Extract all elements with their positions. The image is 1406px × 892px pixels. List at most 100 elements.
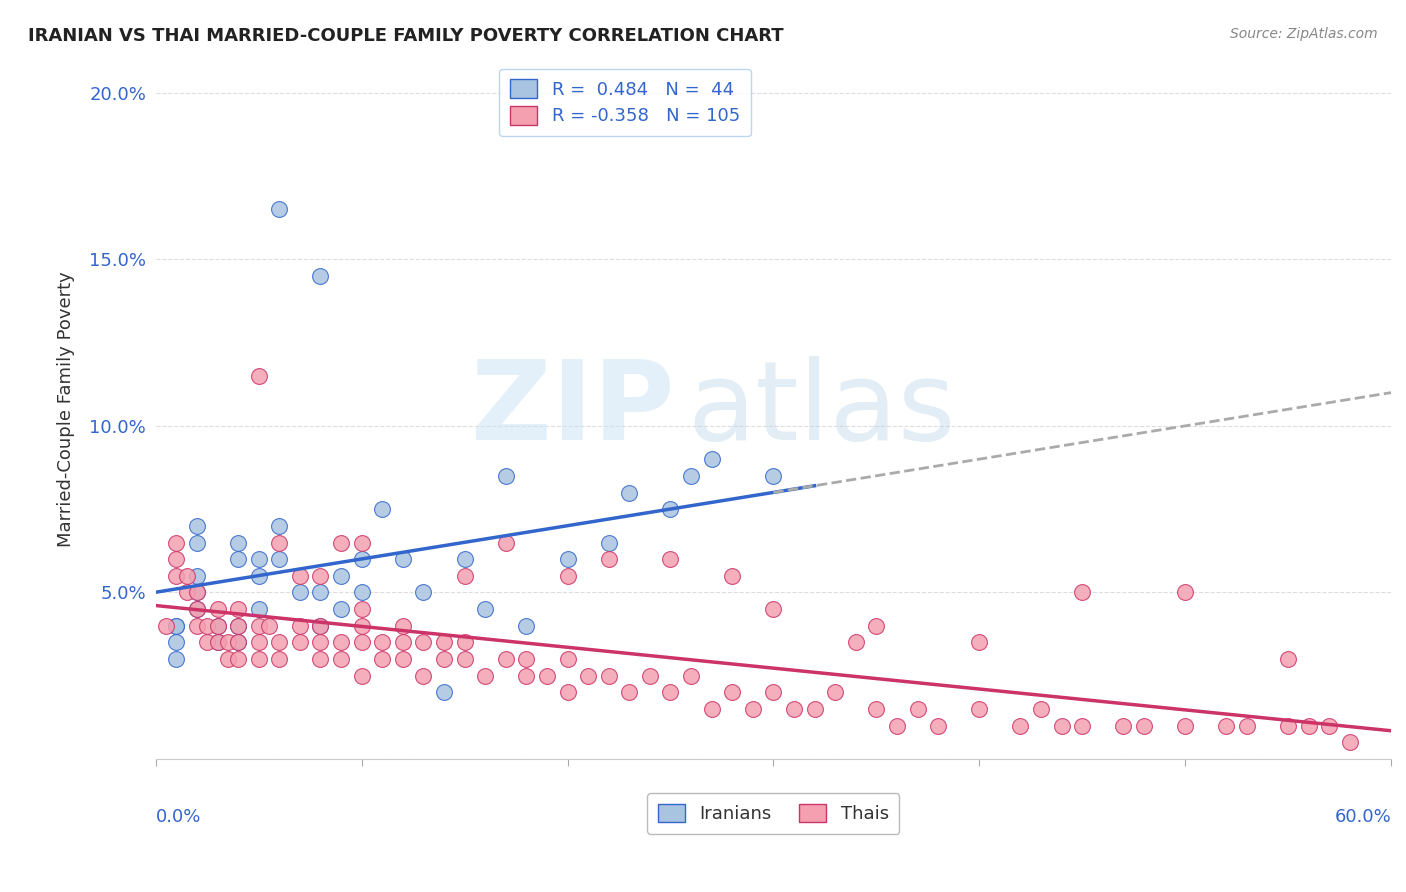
Point	[557, 685, 579, 699]
Point	[186, 619, 208, 633]
Point	[392, 652, 415, 666]
Point	[350, 602, 373, 616]
Point	[226, 652, 249, 666]
Point	[886, 719, 908, 733]
Point	[309, 635, 332, 649]
Point	[309, 269, 332, 284]
Point	[1029, 702, 1052, 716]
Point	[1215, 719, 1237, 733]
Text: Source: ZipAtlas.com: Source: ZipAtlas.com	[1230, 27, 1378, 41]
Point	[700, 702, 723, 716]
Point	[176, 569, 198, 583]
Point	[515, 669, 537, 683]
Point	[495, 535, 517, 549]
Point	[865, 702, 887, 716]
Point	[207, 635, 229, 649]
Point	[967, 702, 990, 716]
Point	[392, 635, 415, 649]
Point	[288, 619, 311, 633]
Point	[433, 635, 456, 649]
Point	[176, 585, 198, 599]
Point	[350, 669, 373, 683]
Point	[247, 619, 270, 633]
Point	[247, 602, 270, 616]
Y-axis label: Married-Couple Family Poverty: Married-Couple Family Poverty	[58, 271, 75, 547]
Point	[186, 602, 208, 616]
Point	[638, 669, 661, 683]
Point	[371, 652, 394, 666]
Point	[700, 452, 723, 467]
Point	[433, 652, 456, 666]
Point	[226, 552, 249, 566]
Point	[309, 585, 332, 599]
Point	[1050, 719, 1073, 733]
Point	[226, 602, 249, 616]
Point	[330, 652, 353, 666]
Point	[557, 552, 579, 566]
Point	[721, 685, 744, 699]
Point	[186, 585, 208, 599]
Point	[1277, 652, 1299, 666]
Point	[288, 635, 311, 649]
Point	[659, 552, 682, 566]
Point	[576, 669, 599, 683]
Point	[257, 619, 280, 633]
Point	[226, 635, 249, 649]
Point	[1112, 719, 1135, 733]
Point	[350, 635, 373, 649]
Point	[453, 569, 475, 583]
Point	[803, 702, 825, 716]
Point	[186, 602, 208, 616]
Point	[269, 519, 291, 533]
Point	[309, 619, 332, 633]
Point	[195, 635, 218, 649]
Point	[1277, 719, 1299, 733]
Point	[288, 569, 311, 583]
Point	[515, 619, 537, 633]
Point	[412, 669, 434, 683]
Point	[269, 552, 291, 566]
Point	[247, 652, 270, 666]
Point	[762, 685, 785, 699]
Point	[1174, 719, 1197, 733]
Point	[186, 569, 208, 583]
Point	[392, 552, 415, 566]
Point	[845, 635, 868, 649]
Point	[217, 652, 239, 666]
Point	[269, 535, 291, 549]
Point	[226, 635, 249, 649]
Point	[598, 552, 620, 566]
Point	[207, 619, 229, 633]
Text: atlas: atlas	[688, 356, 956, 463]
Point	[536, 669, 558, 683]
Point	[207, 619, 229, 633]
Text: 0.0%: 0.0%	[156, 808, 201, 826]
Text: 60.0%: 60.0%	[1334, 808, 1391, 826]
Point	[453, 652, 475, 666]
Point	[412, 585, 434, 599]
Point	[762, 469, 785, 483]
Point	[598, 535, 620, 549]
Point	[165, 652, 187, 666]
Point	[679, 469, 702, 483]
Point	[619, 685, 641, 699]
Point	[165, 535, 187, 549]
Point	[762, 602, 785, 616]
Point	[679, 669, 702, 683]
Point	[515, 652, 537, 666]
Point	[1071, 585, 1094, 599]
Point	[453, 635, 475, 649]
Point	[165, 635, 187, 649]
Point	[1010, 719, 1032, 733]
Point	[865, 619, 887, 633]
Point	[659, 502, 682, 516]
Point	[1298, 719, 1320, 733]
Point	[309, 619, 332, 633]
Point	[269, 635, 291, 649]
Point	[495, 652, 517, 666]
Point	[824, 685, 846, 699]
Point	[1133, 719, 1156, 733]
Point	[186, 519, 208, 533]
Point	[226, 535, 249, 549]
Point	[1339, 735, 1361, 749]
